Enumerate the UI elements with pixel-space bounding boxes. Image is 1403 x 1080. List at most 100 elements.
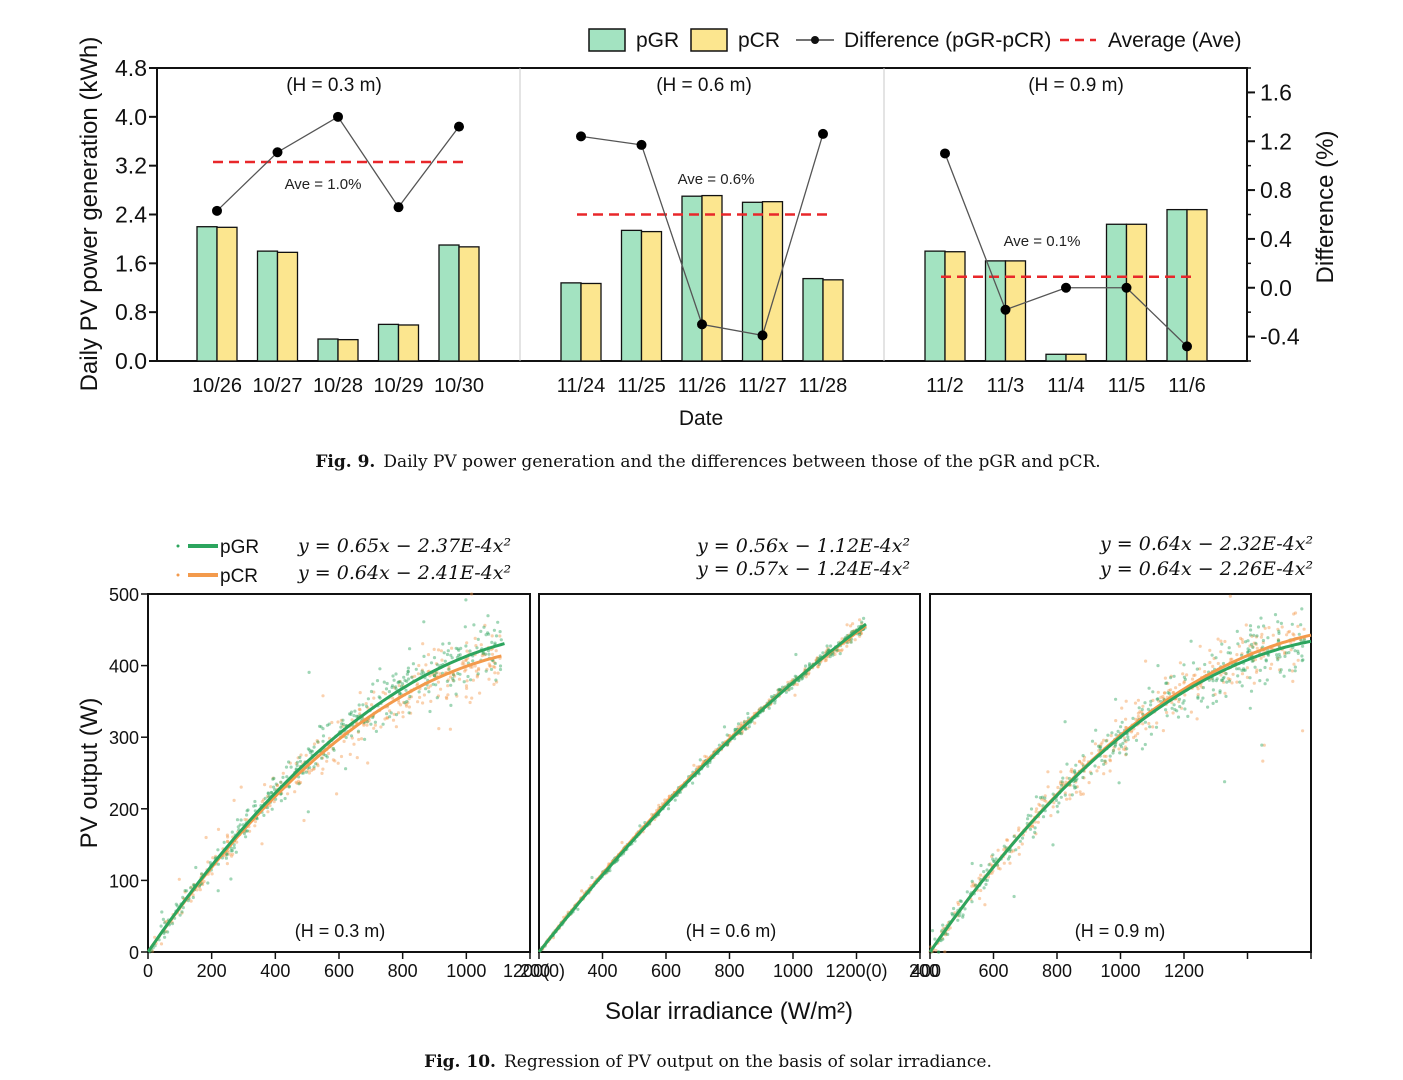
legend-label-ave: Average (Ave) [1108, 29, 1241, 52]
scatter-point-pcr [1224, 672, 1228, 676]
scatter-point-pgr [404, 688, 408, 692]
scatter-point-pcr [465, 679, 469, 683]
scatter-point-pcr [815, 656, 819, 660]
scatter-point-pcr [437, 727, 441, 731]
scatter-point-pgr [691, 781, 695, 785]
scatter-point-pgr [245, 813, 249, 817]
scatter-point-pgr [1018, 839, 1022, 843]
scatter-point-pcr [1230, 681, 1234, 685]
scatter-point-pcr [296, 779, 301, 783]
scatter-point-pgr [271, 777, 275, 781]
legend-dot-pgr [176, 544, 180, 548]
scatter-point-pgr [1164, 708, 1168, 712]
scatter-point-pcr [1102, 738, 1106, 742]
scatter-point-pgr [319, 725, 323, 729]
bar-pgr [681, 195, 703, 362]
panel-frame [538, 593, 921, 953]
scatter-point-pgr [403, 701, 407, 705]
scatter-point-pgr [1165, 714, 1169, 718]
scatter-point-pgr [1227, 679, 1231, 683]
scatter-point-pcr [438, 672, 442, 676]
x-tick-label: 1000 [1100, 961, 1140, 981]
scatter-point-pgr [245, 829, 249, 833]
scatter-point-pgr [466, 674, 470, 679]
scatter-point-pcr [490, 652, 495, 656]
scatter-point-pgr [725, 733, 729, 737]
scatter-point-pcr [956, 900, 960, 905]
scatter-point-pgr [452, 673, 456, 677]
scatter-point-pcr [1235, 653, 1239, 657]
scatter-point-pcr [977, 876, 981, 880]
scatter-point-pcr [297, 781, 302, 785]
scatter-point-pgr [769, 695, 774, 699]
scatter-point-pcr [1034, 832, 1038, 836]
scatter-point-pgr [1072, 784, 1076, 788]
scatter-point-pcr [163, 920, 167, 924]
scatter-point-pcr [1245, 666, 1249, 670]
scatter-point-pcr [470, 696, 474, 700]
scatter-point-pcr [845, 644, 849, 648]
scatter-point-pgr [306, 810, 310, 814]
scatter-point-pcr [225, 839, 230, 844]
bar-pcr [944, 251, 966, 362]
scatter-point-pcr [464, 668, 468, 672]
scatter-point-pgr [432, 674, 436, 678]
fig9-x-axis: 10/26 10/27 10/28 10/29 10/30 11/24 11/25 11/26… [192, 375, 1206, 397]
scatter-point-pcr [1124, 725, 1128, 730]
scatter-point-pcr [1095, 769, 1099, 773]
scatter-point-pcr [226, 835, 230, 839]
scatter-point-pcr [409, 695, 414, 699]
scatter-point-pgr [206, 881, 210, 885]
scatter-point-pcr [1082, 776, 1086, 780]
scatter-point-pcr [1291, 679, 1295, 684]
scatter-point-pcr [357, 707, 361, 711]
scatter-point-pcr [1195, 717, 1199, 721]
scatter-point-pcr [474, 669, 478, 673]
scatter-point-pgr [1121, 741, 1125, 746]
scatter-point-pgr [1116, 729, 1120, 734]
scatter-point-pcr [1189, 710, 1193, 714]
scatter-point-pcr [839, 649, 843, 653]
scatter-point-pgr [422, 671, 426, 675]
scatter-point-pgr [1051, 792, 1055, 796]
scatter-point-pcr [1226, 677, 1230, 681]
fig10-y-axis-title: PV output (W) [76, 698, 103, 849]
scatter-point-pcr [1136, 714, 1140, 719]
scatter-point-pgr [1273, 613, 1278, 617]
scatter-point-pcr [836, 648, 840, 653]
difference-point [757, 330, 768, 341]
scatter-point-pcr [1088, 770, 1092, 774]
scatter-point-pcr [1287, 629, 1292, 634]
scatter-point-pcr [189, 899, 193, 903]
fig10-legend: pGR pCR [176, 537, 259, 587]
scatter-point-pgr [992, 859, 996, 863]
scatter-point-pcr [360, 737, 364, 741]
scatter-point-pcr [367, 718, 371, 722]
scatter-point-pcr [475, 673, 479, 677]
scatter-point-pgr [232, 846, 236, 850]
scatter-point-pgr [1302, 638, 1306, 642]
scatter-point-pgr [1074, 763, 1078, 767]
scatter-point-pcr [461, 660, 465, 664]
scatter-point-pgr [253, 804, 258, 808]
scatter-point-pcr [705, 755, 709, 759]
scatter-point-pcr [1159, 695, 1163, 700]
scatter-point-pcr [195, 888, 199, 892]
bar-pcr [761, 201, 784, 362]
scatter-point-pgr [1120, 720, 1124, 724]
scatter-point-pcr [1251, 645, 1255, 649]
scatter-point-pgr [838, 652, 842, 656]
scatter-point-pgr [1293, 649, 1297, 653]
scatter-point-pcr [150, 949, 155, 953]
x-tick-label: 10/26 [192, 375, 242, 397]
scatter-point-pgr [1031, 835, 1035, 839]
scatter-point-pgr [1263, 665, 1267, 670]
scatter-point-pgr [1118, 751, 1122, 755]
average-label: Ave = 1.0% [285, 176, 362, 193]
scatter-point-pcr [383, 692, 387, 696]
scatter-point-pgr [234, 850, 238, 854]
scatter-point-pcr [491, 659, 495, 663]
scatter-point-pgr [163, 921, 167, 925]
scatter-point-pgr [1081, 775, 1085, 780]
scatter-point-pgr [941, 923, 945, 927]
